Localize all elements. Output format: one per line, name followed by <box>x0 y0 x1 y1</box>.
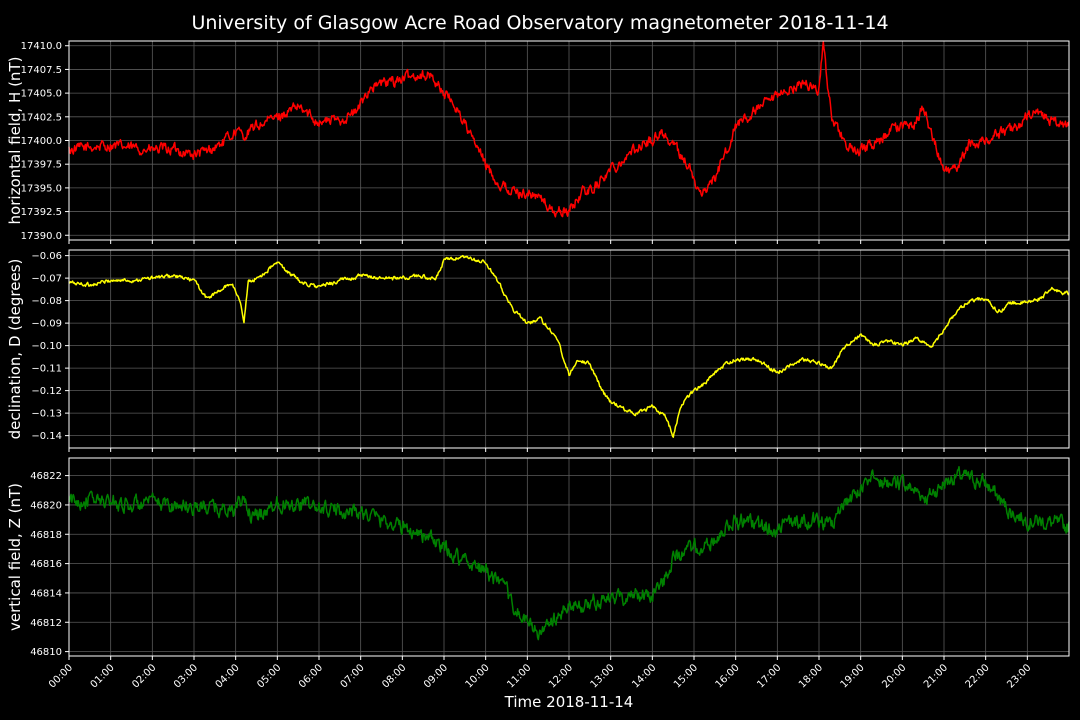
y-tick-label: −0.13 <box>31 409 62 420</box>
x-tick-label: 23:00 <box>1005 662 1033 690</box>
y-axis-label: vertical field, Z (nT) <box>6 483 24 631</box>
x-tick-label: 00:00 <box>47 662 75 690</box>
x-tick-label: 15:00 <box>672 662 700 690</box>
y-tick-label: 17400.0 <box>21 136 62 147</box>
data-series-line <box>68 254 1070 438</box>
x-tick-label: 11:00 <box>505 662 533 690</box>
plot-frame <box>68 249 1070 449</box>
y-tick-label: −0.09 <box>31 319 62 330</box>
x-tick-label: 18:00 <box>797 662 825 690</box>
plot-frame <box>68 457 1070 657</box>
x-tick-label: 04:00 <box>214 662 242 690</box>
x-tick-label: 09:00 <box>422 662 450 690</box>
y-tick-label: 17395.0 <box>21 183 62 194</box>
x-tick-label: 03:00 <box>172 662 200 690</box>
y-tick-label: −0.06 <box>31 251 62 262</box>
x-tick-label: 02:00 <box>130 662 158 690</box>
x-tick-label: 14:00 <box>630 662 658 690</box>
x-tick-label: 21:00 <box>922 662 950 690</box>
data-series-line <box>68 465 1070 641</box>
y-tick-label: −0.07 <box>31 274 62 285</box>
x-tick-label: 07:00 <box>339 662 367 690</box>
y-axis-label: horizontal field, H (nT) <box>6 57 24 225</box>
x-tick-label: 16:00 <box>714 662 742 690</box>
y-tick-label: 46812 <box>30 618 62 629</box>
y-tick-label: 17402.5 <box>21 112 62 123</box>
x-tick-label: 08:00 <box>380 662 408 690</box>
x-axis-label: Time 2018-11-14 <box>504 693 634 711</box>
y-tick-label: 17392.5 <box>21 207 62 218</box>
x-tick-label: 12:00 <box>547 662 575 690</box>
y-tick-label: 46818 <box>30 530 62 541</box>
y-tick-label: 46820 <box>30 500 62 511</box>
y-tick-label: 46816 <box>30 559 62 570</box>
y-tick-label: 17397.5 <box>21 160 62 171</box>
x-tick-label: 10:00 <box>464 662 492 690</box>
x-tick-label: 05:00 <box>255 662 283 690</box>
y-tick-label: −0.12 <box>31 386 62 397</box>
y-axis-label: declination, D (degrees) <box>6 259 24 440</box>
x-tick-label: 06:00 <box>297 662 325 690</box>
y-tick-label: −0.10 <box>31 341 62 352</box>
y-tick-label: 46814 <box>30 588 62 599</box>
chart-title: University of Glasgow Acre Road Observat… <box>191 12 888 34</box>
y-tick-label: 17410.0 <box>21 41 62 52</box>
x-tick-label: 22:00 <box>964 662 992 690</box>
y-tick-label: 46822 <box>30 471 62 482</box>
data-series-line <box>68 41 1070 218</box>
y-tick-label: 17407.5 <box>21 65 62 76</box>
y-tick-label: 17405.0 <box>21 89 62 100</box>
plot-frame <box>68 40 1070 241</box>
x-tick-label: 20:00 <box>880 662 908 690</box>
x-tick-label: 13:00 <box>589 662 617 690</box>
y-tick-label: −0.14 <box>31 431 62 442</box>
y-tick-label: −0.08 <box>31 296 62 307</box>
y-tick-label: 46810 <box>30 647 62 658</box>
x-tick-label: 19:00 <box>839 662 867 690</box>
y-tick-label: 17390.0 <box>21 231 62 242</box>
y-tick-label: −0.11 <box>31 364 62 375</box>
x-tick-label: 17:00 <box>755 662 783 690</box>
x-tick-label: 01:00 <box>89 662 117 690</box>
